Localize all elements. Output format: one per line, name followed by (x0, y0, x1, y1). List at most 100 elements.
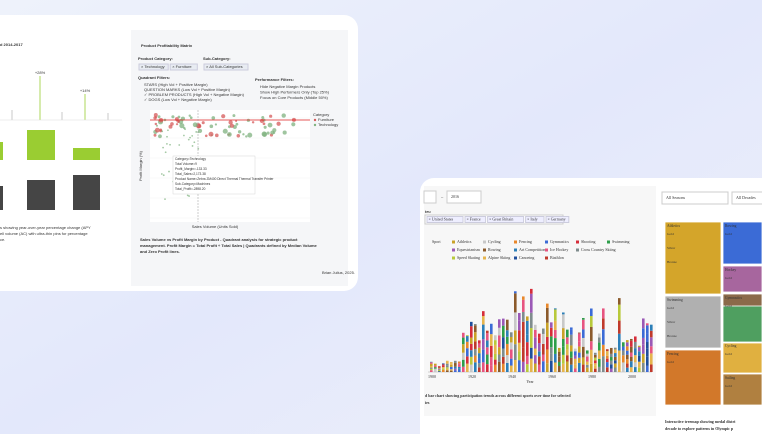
bar-segment (578, 332, 581, 334)
tile-line: Silver (667, 246, 676, 250)
bar-segment (646, 365, 649, 372)
legend-swatch (545, 256, 548, 260)
bar-segment (566, 355, 569, 362)
legend-swatch (576, 248, 579, 252)
bar-segment (594, 365, 597, 369)
bar-segment (542, 333, 545, 344)
scatter-point (179, 123, 185, 129)
bar-segment (534, 348, 537, 356)
scatter-point (228, 120, 233, 125)
bar-segment (622, 355, 625, 363)
scatter-point (222, 128, 228, 134)
bar-segment (534, 329, 537, 338)
axis-label: Year (526, 379, 534, 384)
tooltip (172, 155, 256, 195)
bar-segment (562, 346, 565, 355)
chip-label: × Technology (141, 64, 165, 69)
scatter-point (237, 130, 242, 134)
bar-segment (590, 326, 593, 342)
bar-segment (430, 370, 433, 372)
bar (27, 180, 55, 210)
scatter-point (169, 143, 171, 146)
scatter-point (262, 122, 266, 126)
bar-segment (434, 370, 437, 372)
bar-segment (478, 367, 481, 372)
legend-label: Ice Hockey (550, 247, 568, 252)
tile-label: Gymnastics (725, 296, 743, 300)
legend-label: Gymnastics (550, 239, 569, 244)
scatter-point (201, 121, 205, 125)
legend-label: Art Competitions (519, 247, 547, 252)
bar-segment (546, 322, 549, 337)
bar-segment (518, 320, 521, 331)
x-tick-label: 2000 (628, 374, 636, 379)
bar-segment (586, 361, 589, 365)
scatter-point (191, 145, 194, 147)
bar-segment (626, 342, 629, 347)
bar-segment (518, 330, 521, 343)
select-label: All Seasons (666, 195, 685, 200)
bar-segment (526, 342, 529, 356)
bar-segment (438, 367, 441, 369)
tile-line: Gold (667, 232, 674, 236)
bar-segment (486, 333, 489, 341)
bar-segment (598, 350, 601, 359)
bar-segment (642, 337, 645, 345)
scatter-point (155, 124, 158, 127)
bar-segment (514, 312, 517, 331)
legend-swatch (576, 240, 579, 244)
bar-segment (510, 365, 513, 372)
caption: ell volume (AC) with ultra-thin pins for… (0, 231, 88, 236)
treemap-tile (664, 221, 722, 295)
bar-segment (454, 363, 457, 366)
bar-segment (478, 353, 481, 359)
bar-segment (518, 351, 521, 361)
legend-label: Cycling (488, 239, 501, 244)
bar-segment (522, 361, 525, 372)
bar-segment (442, 366, 445, 369)
chip (138, 63, 169, 71)
bar-segment (506, 355, 509, 363)
bar-segment (626, 346, 629, 351)
bar-segment (622, 342, 625, 347)
bar-segment (622, 367, 625, 372)
scatter-point (171, 115, 175, 119)
bar-segment (526, 334, 529, 343)
bar-segment (450, 366, 453, 370)
bar-segment (570, 364, 573, 372)
chip (426, 216, 464, 223)
bar-segment (498, 319, 501, 328)
bar-segment (522, 337, 525, 348)
scatter-point (153, 133, 157, 137)
bar-segment (454, 370, 457, 372)
bar-segment (446, 363, 449, 366)
bar-segment (530, 312, 533, 329)
bar-segment (474, 332, 477, 342)
scatter-point (266, 131, 270, 135)
bar (73, 175, 100, 210)
scatter-point (251, 121, 255, 124)
scatter-point (208, 131, 214, 137)
bar-segment (494, 353, 497, 360)
bar-segment (550, 353, 553, 361)
bar-segment (590, 349, 593, 364)
tile-label: Rowing (725, 224, 737, 228)
bar-segment (470, 356, 473, 365)
bar-segment (434, 368, 437, 371)
legend-label: Biathlon (550, 255, 564, 260)
bar-segment (434, 367, 437, 369)
bar-segment (526, 320, 529, 335)
bar-segment (522, 311, 525, 322)
bar-segment (610, 360, 613, 365)
bar-segment (550, 322, 553, 328)
chip-label: × France (467, 216, 481, 221)
scatter-point (166, 143, 168, 145)
bar-segment (550, 336, 553, 348)
bar-segment (618, 350, 621, 362)
bar-segment (442, 369, 445, 372)
panel-title: Product Profitability Matrix (141, 43, 193, 48)
bar-segment (638, 347, 641, 352)
tile-line: Gold (725, 304, 732, 308)
bar-segment (622, 346, 625, 351)
